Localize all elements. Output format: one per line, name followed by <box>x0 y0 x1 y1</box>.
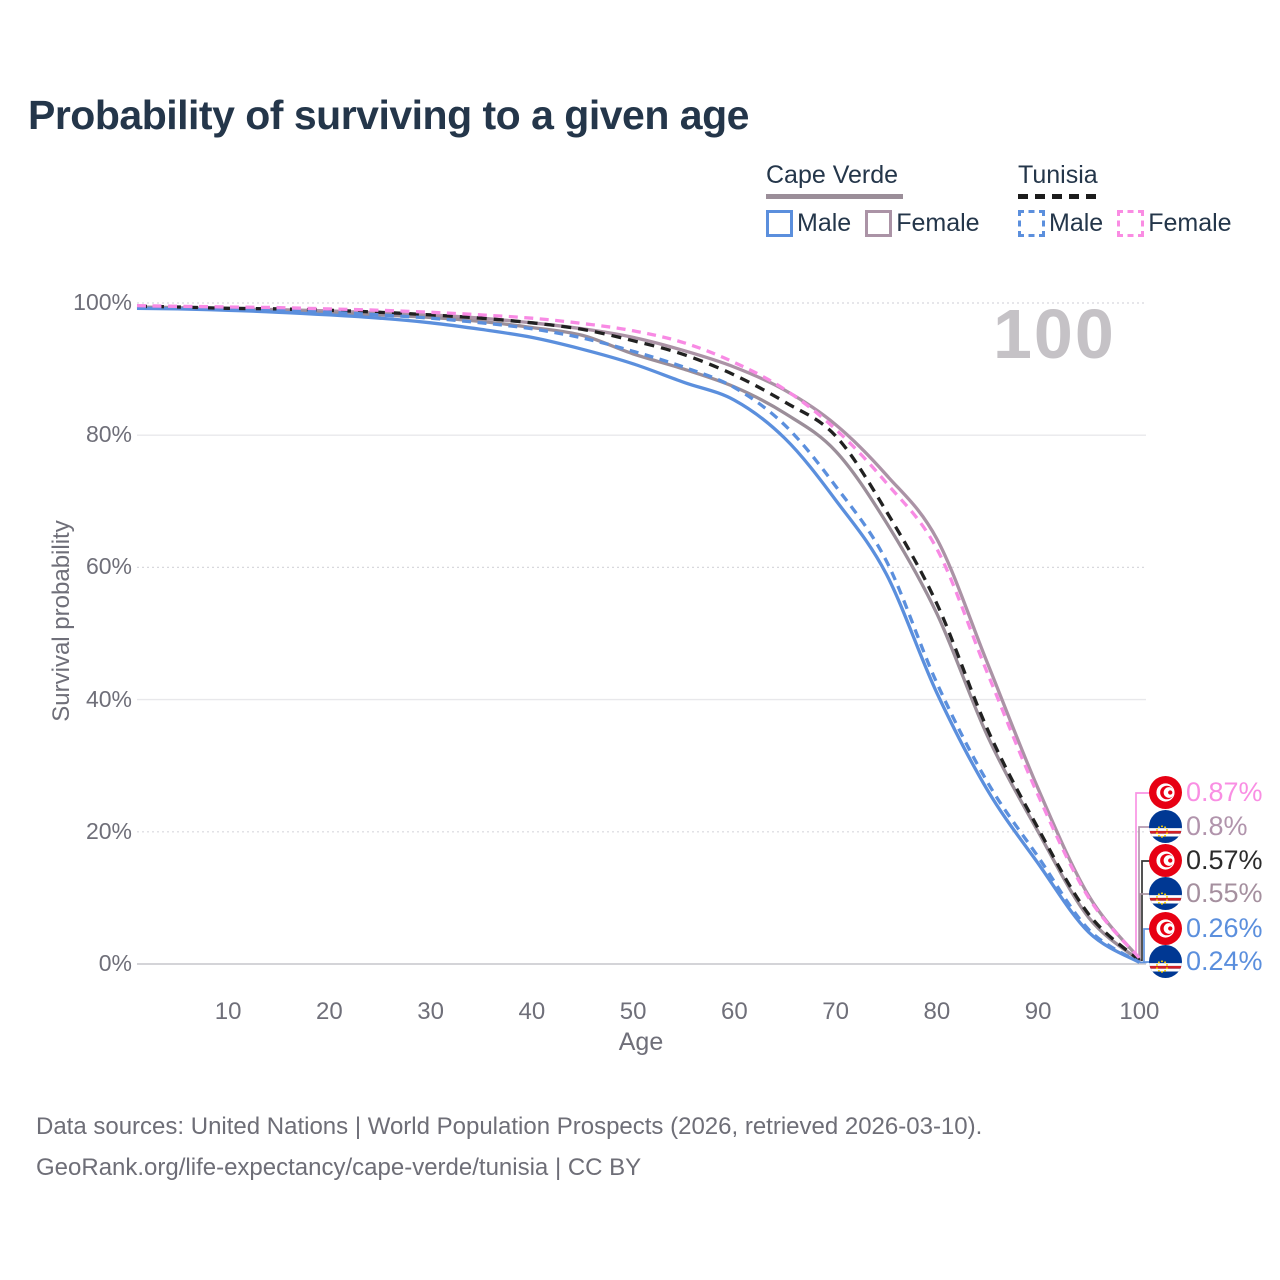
x-tick-label: 50 <box>619 998 647 1025</box>
x-tick-label: 30 <box>417 998 444 1025</box>
end-label-cape-verde-both-sexes: 0.55% <box>1149 877 1263 910</box>
x-tick-label: 100 <box>1119 998 1160 1025</box>
legend-item-tunisia-male[interactable]: Male <box>1049 209 1104 237</box>
footer-attribution: GeoRank.org/life-expectancy/cape-verde/t… <box>36 1154 642 1181</box>
legend-swatch-tunisia-male[interactable] <box>1018 210 1045 237</box>
cape-verde-flag-icon <box>1149 810 1182 843</box>
x-tick-label: 80 <box>923 998 951 1025</box>
series-curve-tunisia-both-sexes <box>136 304 1141 962</box>
y-tick-label: 60% <box>85 553 132 580</box>
end-label-value: 0.55% <box>1186 878 1263 908</box>
x-tick-label: 90 <box>1024 998 1052 1025</box>
series-curve-tunisia-male <box>136 305 1141 964</box>
x-tick-label: 40 <box>518 998 546 1025</box>
legend-country-cape-verde: Cape Verde <box>766 161 899 189</box>
end-label-value: 0.24% <box>1186 946 1263 976</box>
end-label-leader <box>1139 893 1150 962</box>
footer-data-sources: Data sources: United Nations | World Pop… <box>36 1113 983 1140</box>
end-label-value: 0.8% <box>1186 811 1248 841</box>
y-tick-label: 0% <box>98 950 132 976</box>
x-tick-label: 10 <box>214 998 242 1025</box>
legend-item-cape-verde-female[interactable]: Female <box>896 209 980 237</box>
y-tick-label: 40% <box>85 685 132 712</box>
x-tick-label: 20 <box>316 998 343 1025</box>
x-tick-label: 60 <box>721 998 748 1025</box>
end-label-tunisia-male: 0.26% <box>1149 912 1263 945</box>
age-watermark: 100 <box>993 295 1116 373</box>
series-curve-tunisia-female <box>136 303 1141 960</box>
end-label-tunisia-female: 0.87% <box>1149 776 1263 809</box>
legend-group-cape-verde: Cape Verde Male Female <box>766 161 994 238</box>
series-curve-cape-verde-both-sexes <box>136 305 1141 962</box>
legend-swatch-cape-verde-female[interactable] <box>865 210 893 237</box>
end-label-tunisia-both-sexes: 0.57% <box>1149 844 1263 877</box>
y-tick-label: 100% <box>73 289 132 315</box>
series-curve-cape-verde-female <box>136 305 1141 960</box>
x-axis-title: Age <box>618 1028 664 1056</box>
legend-swatch-cape-verde-male[interactable] <box>766 210 793 237</box>
series-curve-cape-verde-male <box>136 306 1141 964</box>
end-label-value: 0.87% <box>1186 777 1263 807</box>
end-label-value: 0.26% <box>1186 913 1263 943</box>
legend-line-sample-tunisia <box>1018 194 1103 199</box>
page-title: Probability of surviving to a given age <box>28 92 749 138</box>
legend-group-tunisia: Tunisia Male Female <box>1018 161 1246 238</box>
legend-swatch-tunisia-female[interactable] <box>1117 210 1145 237</box>
cape-verde-flag-icon <box>1149 945 1182 978</box>
end-label-leader <box>1135 792 1150 960</box>
cape-verde-flag-icon <box>1149 877 1182 910</box>
end-label-cape-verde-female: 0.8% <box>1149 810 1248 843</box>
legend-line-sample-cape-verde <box>766 194 903 199</box>
tunisia-flag-icon <box>1149 912 1182 945</box>
legend-country-tunisia: Tunisia <box>1018 161 1098 189</box>
footer: Data sources: United Nations | World Pop… <box>36 1106 982 1188</box>
y-tick-label: 80% <box>85 421 132 448</box>
legend-item-tunisia-female[interactable]: Female <box>1148 209 1232 237</box>
x-tick-label: 70 <box>822 998 849 1025</box>
y-tick-label: 20% <box>85 817 132 844</box>
end-label-cape-verde-male: 0.24% <box>1149 945 1263 978</box>
legend-item-cape-verde-male[interactable]: Male <box>797 209 852 237</box>
tunisia-flag-icon <box>1149 776 1182 809</box>
end-label-value: 0.57% <box>1186 845 1263 875</box>
tunisia-flag-icon <box>1149 844 1182 877</box>
